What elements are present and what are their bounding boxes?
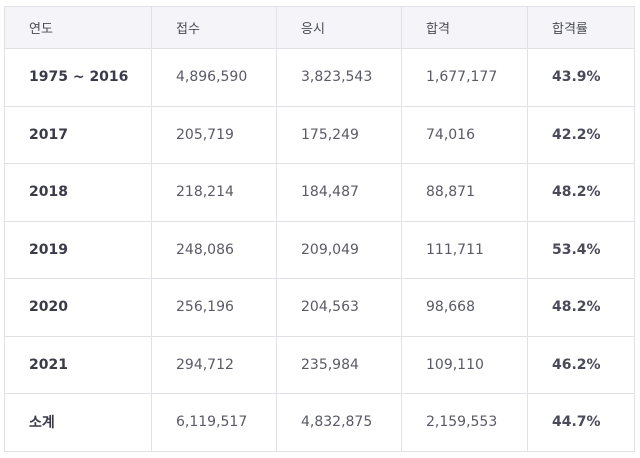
table-row: 2018 218,214 184,487 88,871 48.2% (4, 163, 635, 222)
header-year: 연도 (4, 6, 152, 49)
cell-applied: 205,719 (151, 105, 277, 164)
table-row: 2019 248,086 209,049 111,711 53.4% (4, 220, 635, 279)
header-passed: 합격 (401, 6, 528, 49)
cell-pass-rate: 53.4% (527, 220, 635, 279)
cell-tested: 175,249 (276, 105, 402, 164)
cell-year: 2019 (4, 220, 152, 279)
cell-passed: 1,677,177 (401, 48, 528, 107)
cell-applied: 256,196 (151, 278, 277, 337)
cell-tested: 209,049 (276, 220, 402, 279)
cell-pass-rate: 48.2% (527, 278, 635, 337)
cell-pass-rate: 46.2% (527, 335, 635, 394)
cell-pass-rate: 48.2% (527, 163, 635, 222)
cell-year: 소계 (4, 393, 152, 452)
cell-applied: 6,119,517 (151, 393, 277, 452)
header-row: 연도 접수 응시 합격 합격률 (4, 6, 635, 49)
cell-passed: 2,159,553 (401, 393, 528, 452)
table-header: 연도 접수 응시 합격 합격률 (4, 6, 635, 49)
table-row-subtotal: 소계 6,119,517 4,832,875 2,159,553 44.7% (4, 393, 635, 452)
cell-passed: 74,016 (401, 105, 528, 164)
cell-passed: 109,110 (401, 335, 528, 394)
cell-year: 2018 (4, 163, 152, 222)
cell-passed: 111,711 (401, 220, 528, 279)
table-body: 1975 ~ 2016 4,896,590 3,823,543 1,677,17… (4, 48, 635, 452)
cell-pass-rate: 43.9% (527, 48, 635, 107)
cell-pass-rate: 42.2% (527, 105, 635, 164)
cell-tested: 4,832,875 (276, 393, 402, 452)
cell-year: 2020 (4, 278, 152, 337)
table-row: 2020 256,196 204,563 98,668 48.2% (4, 278, 635, 337)
cell-applied: 218,214 (151, 163, 277, 222)
header-tested: 응시 (276, 6, 402, 49)
table-row: 1975 ~ 2016 4,896,590 3,823,543 1,677,17… (4, 48, 635, 107)
header-pass-rate: 합격률 (527, 6, 635, 49)
stats-table-container: 연도 접수 응시 합격 합격률 1975 ~ 2016 4,896,590 3,… (4, 6, 635, 452)
table-row: 2017 205,719 175,249 74,016 42.2% (4, 105, 635, 164)
cell-applied: 248,086 (151, 220, 277, 279)
cell-passed: 98,668 (401, 278, 528, 337)
header-applied: 접수 (151, 6, 277, 49)
cell-year: 1975 ~ 2016 (4, 48, 152, 107)
table-row: 2021 294,712 235,984 109,110 46.2% (4, 335, 635, 394)
exam-stats-table: 연도 접수 응시 합격 합격률 1975 ~ 2016 4,896,590 3,… (4, 6, 635, 452)
cell-passed: 88,871 (401, 163, 528, 222)
cell-pass-rate: 44.7% (527, 393, 635, 452)
cell-tested: 3,823,543 (276, 48, 402, 107)
cell-tested: 204,563 (276, 278, 402, 337)
cell-tested: 235,984 (276, 335, 402, 394)
cell-applied: 4,896,590 (151, 48, 277, 107)
cell-tested: 184,487 (276, 163, 402, 222)
cell-applied: 294,712 (151, 335, 277, 394)
cell-year: 2021 (4, 335, 152, 394)
cell-year: 2017 (4, 105, 152, 164)
